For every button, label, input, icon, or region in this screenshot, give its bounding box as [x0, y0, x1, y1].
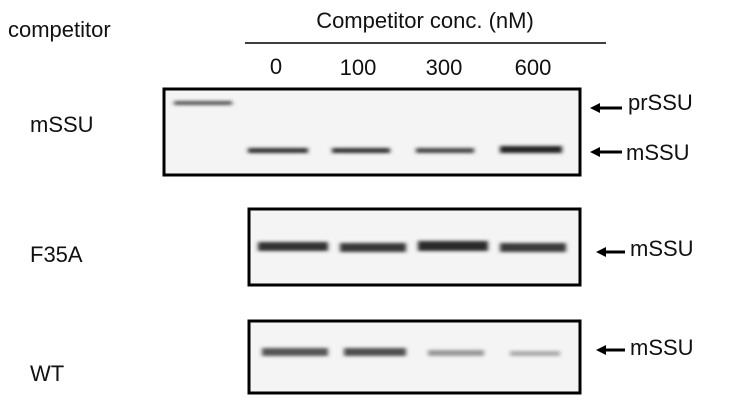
band	[340, 243, 406, 252]
band	[332, 148, 390, 153]
band	[500, 146, 562, 153]
arrow-head	[596, 345, 606, 355]
band-label: mSSU	[626, 140, 690, 165]
band	[174, 101, 232, 105]
panel-label: F35A	[30, 242, 83, 267]
conc-label: 600	[515, 55, 552, 80]
panel-label: WT	[30, 361, 64, 386]
band	[258, 242, 328, 251]
band	[344, 348, 406, 356]
arrow-head	[590, 147, 600, 157]
band-label: prSSU	[628, 90, 693, 115]
gel-panel	[249, 321, 580, 393]
band	[510, 351, 560, 356]
band	[248, 148, 308, 153]
arrow-head	[590, 103, 600, 113]
band	[262, 348, 328, 356]
band-label: mSSU	[630, 335, 694, 360]
conc-label: 300	[426, 55, 463, 80]
band	[500, 243, 566, 252]
conc-label: 100	[340, 55, 377, 80]
figure: competitor Competitor conc. (nM) 0 100 3…	[0, 0, 735, 398]
arrow-head	[596, 247, 606, 257]
row-header: competitor	[8, 17, 111, 42]
conc-label: 0	[270, 54, 282, 79]
band-label: mSSU	[630, 236, 694, 261]
band	[416, 148, 474, 153]
conc-title: Competitor conc. (nM)	[316, 8, 534, 33]
panel-label: mSSU	[30, 112, 94, 137]
band	[418, 241, 488, 251]
band	[428, 350, 484, 356]
